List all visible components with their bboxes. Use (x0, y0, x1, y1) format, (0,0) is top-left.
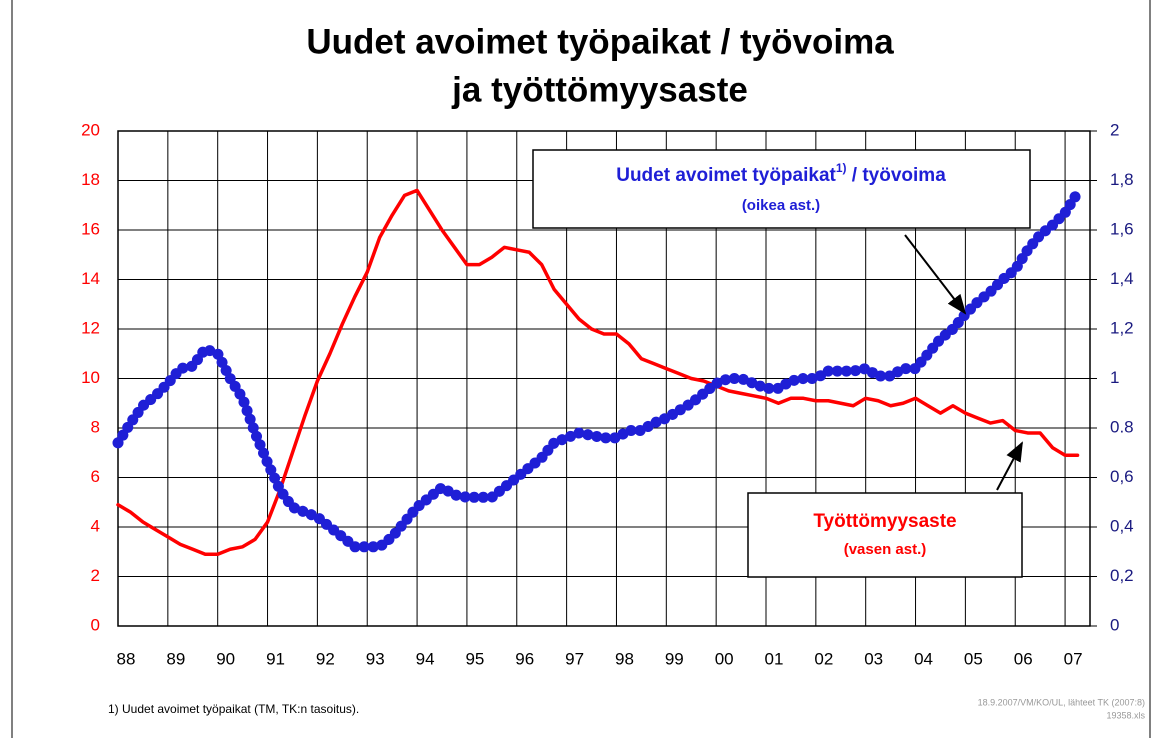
x-tick-label: 97 (565, 649, 584, 668)
y2-tick-label: 1,2 (1110, 318, 1134, 337)
y2-tick-label: 1 (1110, 368, 1119, 387)
arrow (996, 441, 1023, 491)
y-tick-label: 14 (81, 269, 100, 288)
y-tick-label: 18 (81, 170, 100, 189)
y2-tick-label: 0 (1110, 615, 1119, 634)
x-tick-label: 92 (316, 649, 335, 668)
x-tick-label: 90 (216, 649, 235, 668)
x-tick-label: 01 (765, 649, 784, 668)
y2-tick-label: 0,6 (1110, 467, 1134, 486)
x-tick-label: 94 (416, 649, 435, 668)
x-tick-label: 99 (665, 649, 684, 668)
y2-tick-label: 2 (1110, 120, 1119, 139)
x-tick-label: 89 (166, 649, 185, 668)
y2-tick-label: 0,2 (1110, 566, 1134, 585)
plot-border (117, 130, 1091, 627)
x-tick-label: 07 (1064, 649, 1083, 668)
annotation-text: Uudet avoimet työpaikat1) / työvoima (616, 161, 946, 186)
x-tick-label: 02 (814, 649, 833, 668)
footnote: 1) Uudet avoimet työpaikat (TM, TK:n tas… (108, 702, 359, 716)
x-tick-label: 96 (515, 649, 534, 668)
x-tick-label: 88 (117, 649, 136, 668)
source: 18.9.2007/VM/KO/UL, lähteet TK (2007:8) (978, 697, 1145, 707)
y-tick-label: 8 (91, 417, 100, 436)
x-tick-label: 03 (864, 649, 883, 668)
legend-label-rest: / työvoima (847, 165, 947, 186)
y2-tick-label: 1,8 (1110, 170, 1134, 189)
y-tick-label: 16 (81, 219, 100, 238)
y-tick-label: 20 (81, 120, 100, 139)
chart-title: ja työttömyysaste (451, 70, 748, 109)
x-tick-label: 06 (1014, 649, 1033, 668)
annotation-note: (vasen ast.) (844, 541, 927, 558)
y-tick-label: 4 (91, 516, 100, 535)
legend-label: Uudet avoimet työpaikat (616, 165, 836, 186)
y-tick-label: 12 (81, 318, 100, 337)
x-tick-label: 00 (715, 649, 734, 668)
x-tick-label: 91 (266, 649, 285, 668)
y-tick-label: 6 (91, 467, 100, 486)
x-tick-label: 93 (366, 649, 385, 668)
annotation-box (532, 149, 1031, 229)
x-tick-label: 05 (964, 649, 983, 668)
y-tick-label: 2 (91, 566, 100, 585)
legend-sup: 1) (836, 161, 847, 175)
legend-label: Työttömyysaste (813, 511, 956, 532)
y2-tick-label: 1,6 (1110, 219, 1134, 238)
series-line (112, 187, 1084, 553)
y-tick-label: 0 (91, 615, 100, 634)
source: 19358.xls (1106, 710, 1145, 720)
x-tick-label: 95 (465, 649, 484, 668)
x-tick-label: 98 (615, 649, 634, 668)
annotation-note: (oikea ast.) (742, 197, 820, 214)
y2-tick-label: 0.8 (1110, 417, 1134, 436)
annotation-box (747, 492, 1023, 578)
arrow (904, 234, 967, 315)
chart-title: Uudet avoimet työpaikat / työvoima (306, 22, 894, 61)
y2-tick-label: 1,4 (1110, 269, 1134, 288)
y-tick-label: 10 (81, 368, 100, 387)
x-tick-label: 04 (914, 649, 933, 668)
y2-tick-label: 0,4 (1110, 516, 1134, 535)
